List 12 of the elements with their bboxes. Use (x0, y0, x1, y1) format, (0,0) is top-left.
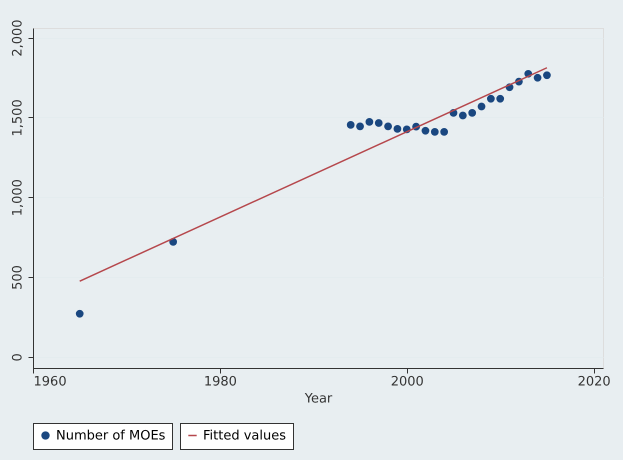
x-axis-title: Year (304, 392, 333, 406)
x-tick-label: 1960 (34, 374, 67, 390)
y-tick-label: 1,500 (10, 99, 26, 136)
x-tick-label: 2020 (578, 374, 611, 390)
legend-label: Fitted values (203, 428, 286, 444)
x-tick-label: 1980 (204, 374, 237, 390)
y-tick-label: 500 (10, 265, 26, 290)
x-tick-label: 2000 (390, 374, 424, 390)
y-tick-label: 2,000 (10, 19, 26, 57)
y-tick-label: 1,000 (10, 179, 26, 216)
legend-label: Number of MOEs (56, 428, 166, 444)
y-tick-label: 0 (10, 353, 26, 362)
